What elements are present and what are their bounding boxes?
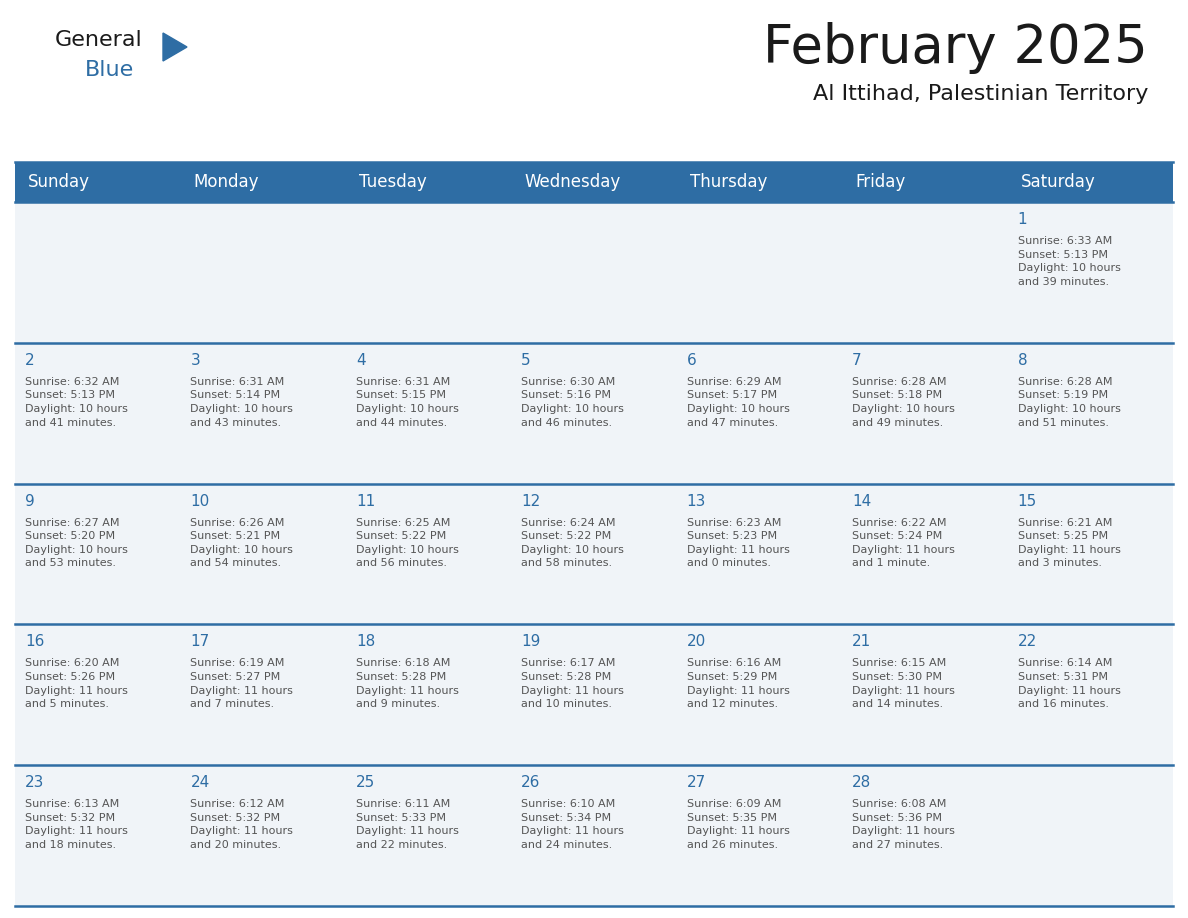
Text: 4: 4 [356, 353, 366, 368]
Text: 24: 24 [190, 775, 209, 790]
Text: General: General [55, 30, 143, 50]
Text: Sunrise: 6:10 AM
Sunset: 5:34 PM
Daylight: 11 hours
and 24 minutes.: Sunrise: 6:10 AM Sunset: 5:34 PM Dayligh… [522, 800, 624, 850]
Text: Sunrise: 6:09 AM
Sunset: 5:35 PM
Daylight: 11 hours
and 26 minutes.: Sunrise: 6:09 AM Sunset: 5:35 PM Dayligh… [687, 800, 790, 850]
Text: Sunrise: 6:28 AM
Sunset: 5:19 PM
Daylight: 10 hours
and 51 minutes.: Sunrise: 6:28 AM Sunset: 5:19 PM Dayligh… [1018, 376, 1120, 428]
Text: 3: 3 [190, 353, 201, 368]
Polygon shape [163, 33, 187, 61]
Text: 25: 25 [356, 775, 375, 790]
Text: 6: 6 [687, 353, 696, 368]
Text: Sunrise: 6:11 AM
Sunset: 5:33 PM
Daylight: 11 hours
and 22 minutes.: Sunrise: 6:11 AM Sunset: 5:33 PM Dayligh… [356, 800, 459, 850]
Text: Sunrise: 6:21 AM
Sunset: 5:25 PM
Daylight: 11 hours
and 3 minutes.: Sunrise: 6:21 AM Sunset: 5:25 PM Dayligh… [1018, 518, 1120, 568]
Text: 12: 12 [522, 494, 541, 509]
Text: 15: 15 [1018, 494, 1037, 509]
Text: Sunday: Sunday [29, 173, 90, 191]
Text: Sunrise: 6:13 AM
Sunset: 5:32 PM
Daylight: 11 hours
and 18 minutes.: Sunrise: 6:13 AM Sunset: 5:32 PM Dayligh… [25, 800, 128, 850]
Text: Sunrise: 6:32 AM
Sunset: 5:13 PM
Daylight: 10 hours
and 41 minutes.: Sunrise: 6:32 AM Sunset: 5:13 PM Dayligh… [25, 376, 128, 428]
Text: Sunrise: 6:30 AM
Sunset: 5:16 PM
Daylight: 10 hours
and 46 minutes.: Sunrise: 6:30 AM Sunset: 5:16 PM Dayligh… [522, 376, 624, 428]
Text: Sunrise: 6:14 AM
Sunset: 5:31 PM
Daylight: 11 hours
and 16 minutes.: Sunrise: 6:14 AM Sunset: 5:31 PM Dayligh… [1018, 658, 1120, 710]
Text: 21: 21 [852, 634, 871, 649]
Text: Sunrise: 6:23 AM
Sunset: 5:23 PM
Daylight: 11 hours
and 0 minutes.: Sunrise: 6:23 AM Sunset: 5:23 PM Dayligh… [687, 518, 790, 568]
Text: 28: 28 [852, 775, 871, 790]
Text: Sunrise: 6:19 AM
Sunset: 5:27 PM
Daylight: 11 hours
and 7 minutes.: Sunrise: 6:19 AM Sunset: 5:27 PM Dayligh… [190, 658, 293, 710]
Bar [15, 484, 1173, 624]
Bar [15, 766, 1173, 906]
Text: 9: 9 [25, 494, 34, 509]
Text: Sunrise: 6:33 AM
Sunset: 5:13 PM
Daylight: 10 hours
and 39 minutes.: Sunrise: 6:33 AM Sunset: 5:13 PM Dayligh… [1018, 236, 1120, 286]
Text: Sunrise: 6:24 AM
Sunset: 5:22 PM
Daylight: 10 hours
and 58 minutes.: Sunrise: 6:24 AM Sunset: 5:22 PM Dayligh… [522, 518, 624, 568]
Text: 20: 20 [687, 634, 706, 649]
Text: 1: 1 [1018, 212, 1028, 227]
Text: Thursday: Thursday [690, 173, 767, 191]
Text: Sunrise: 6:17 AM
Sunset: 5:28 PM
Daylight: 11 hours
and 10 minutes.: Sunrise: 6:17 AM Sunset: 5:28 PM Dayligh… [522, 658, 624, 710]
Text: 27: 27 [687, 775, 706, 790]
Text: Sunrise: 6:26 AM
Sunset: 5:21 PM
Daylight: 10 hours
and 54 minutes.: Sunrise: 6:26 AM Sunset: 5:21 PM Dayligh… [190, 518, 293, 568]
Text: Sunrise: 6:08 AM
Sunset: 5:36 PM
Daylight: 11 hours
and 27 minutes.: Sunrise: 6:08 AM Sunset: 5:36 PM Dayligh… [852, 800, 955, 850]
Bar [15, 342, 1173, 484]
Text: Sunrise: 6:31 AM
Sunset: 5:14 PM
Daylight: 10 hours
and 43 minutes.: Sunrise: 6:31 AM Sunset: 5:14 PM Dayligh… [190, 376, 293, 428]
Text: 22: 22 [1018, 634, 1037, 649]
Text: Sunrise: 6:28 AM
Sunset: 5:18 PM
Daylight: 10 hours
and 49 minutes.: Sunrise: 6:28 AM Sunset: 5:18 PM Dayligh… [852, 376, 955, 428]
Text: Sunrise: 6:15 AM
Sunset: 5:30 PM
Daylight: 11 hours
and 14 minutes.: Sunrise: 6:15 AM Sunset: 5:30 PM Dayligh… [852, 658, 955, 710]
Text: Sunrise: 6:18 AM
Sunset: 5:28 PM
Daylight: 11 hours
and 9 minutes.: Sunrise: 6:18 AM Sunset: 5:28 PM Dayligh… [356, 658, 459, 710]
Text: February 2025: February 2025 [763, 22, 1148, 74]
Text: 8: 8 [1018, 353, 1028, 368]
Text: Saturday: Saturday [1020, 173, 1095, 191]
Text: 2: 2 [25, 353, 34, 368]
Text: 11: 11 [356, 494, 375, 509]
Text: 5: 5 [522, 353, 531, 368]
Text: Wednesday: Wednesday [524, 173, 620, 191]
Bar [15, 624, 1173, 766]
Text: Sunrise: 6:31 AM
Sunset: 5:15 PM
Daylight: 10 hours
and 44 minutes.: Sunrise: 6:31 AM Sunset: 5:15 PM Dayligh… [356, 376, 459, 428]
Text: Sunrise: 6:12 AM
Sunset: 5:32 PM
Daylight: 11 hours
and 20 minutes.: Sunrise: 6:12 AM Sunset: 5:32 PM Dayligh… [190, 800, 293, 850]
Text: Sunrise: 6:16 AM
Sunset: 5:29 PM
Daylight: 11 hours
and 12 minutes.: Sunrise: 6:16 AM Sunset: 5:29 PM Dayligh… [687, 658, 790, 710]
Text: Sunrise: 6:27 AM
Sunset: 5:20 PM
Daylight: 10 hours
and 53 minutes.: Sunrise: 6:27 AM Sunset: 5:20 PM Dayligh… [25, 518, 128, 568]
Text: 10: 10 [190, 494, 209, 509]
Text: Sunrise: 6:22 AM
Sunset: 5:24 PM
Daylight: 11 hours
and 1 minute.: Sunrise: 6:22 AM Sunset: 5:24 PM Dayligh… [852, 518, 955, 568]
Text: Sunrise: 6:20 AM
Sunset: 5:26 PM
Daylight: 11 hours
and 5 minutes.: Sunrise: 6:20 AM Sunset: 5:26 PM Dayligh… [25, 658, 128, 710]
Text: Blue: Blue [86, 60, 134, 80]
Text: Monday: Monday [194, 173, 259, 191]
Bar [15, 162, 1173, 202]
Bar [15, 202, 1173, 342]
Text: 7: 7 [852, 353, 861, 368]
Text: Sunrise: 6:25 AM
Sunset: 5:22 PM
Daylight: 10 hours
and 56 minutes.: Sunrise: 6:25 AM Sunset: 5:22 PM Dayligh… [356, 518, 459, 568]
Text: Tuesday: Tuesday [359, 173, 426, 191]
Text: 14: 14 [852, 494, 871, 509]
Text: 13: 13 [687, 494, 706, 509]
Text: Sunrise: 6:29 AM
Sunset: 5:17 PM
Daylight: 10 hours
and 47 minutes.: Sunrise: 6:29 AM Sunset: 5:17 PM Dayligh… [687, 376, 790, 428]
Text: 23: 23 [25, 775, 44, 790]
Text: 19: 19 [522, 634, 541, 649]
Text: 18: 18 [356, 634, 375, 649]
Text: 17: 17 [190, 634, 209, 649]
Text: Friday: Friday [855, 173, 905, 191]
Text: Al Ittihad, Palestinian Territory: Al Ittihad, Palestinian Territory [813, 84, 1148, 104]
Text: 26: 26 [522, 775, 541, 790]
Text: 16: 16 [25, 634, 44, 649]
